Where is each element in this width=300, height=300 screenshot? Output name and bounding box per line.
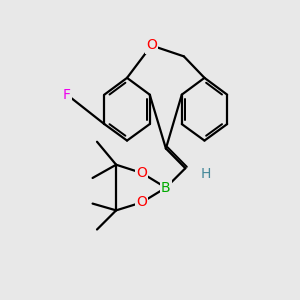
Text: H: H <box>200 167 211 181</box>
Text: O: O <box>146 38 157 52</box>
Text: F: F <box>63 88 71 102</box>
Text: O: O <box>136 166 147 180</box>
Text: O: O <box>136 195 147 209</box>
Text: B: B <box>161 181 171 195</box>
